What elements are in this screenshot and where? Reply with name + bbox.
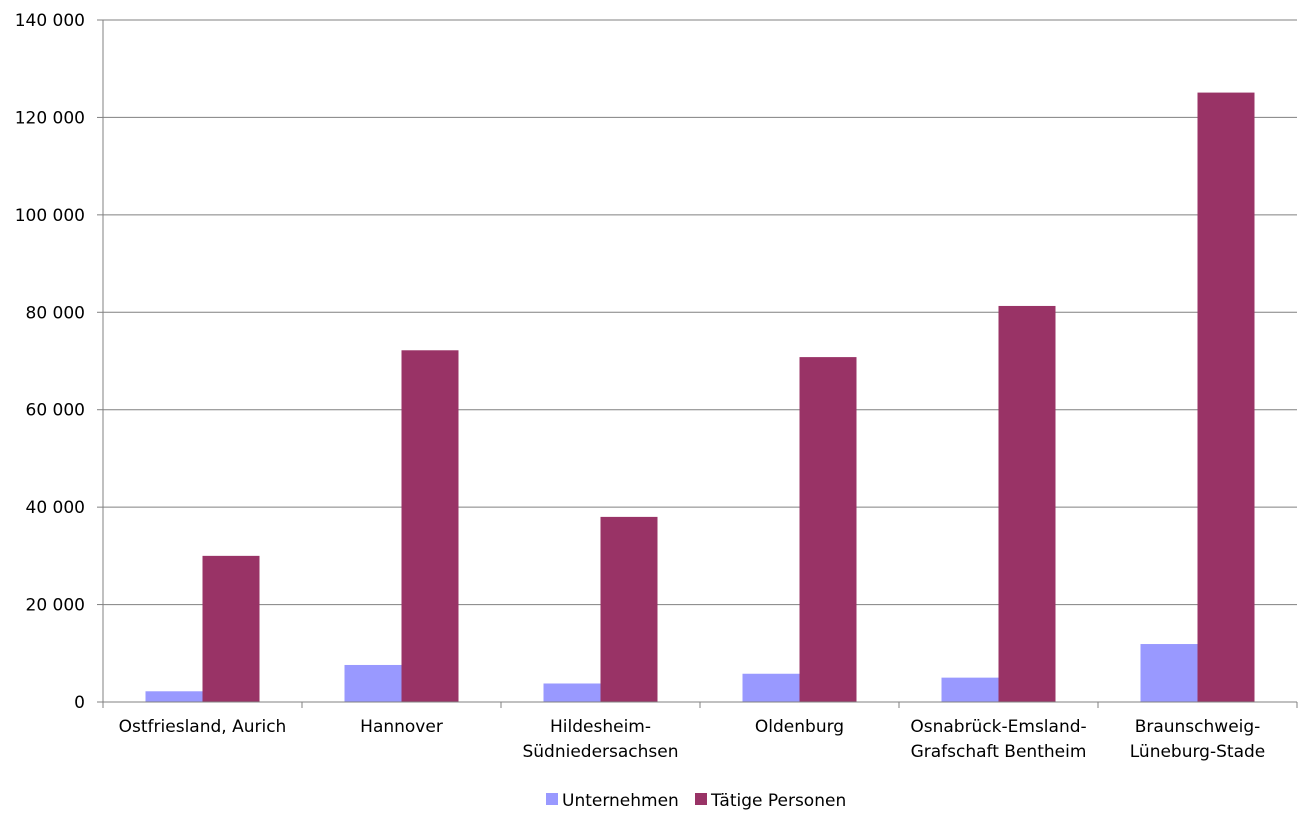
x-category-label-line: Oldenburg — [755, 717, 844, 737]
bar-unternehmen — [543, 683, 601, 702]
bar-taetige-personen — [202, 555, 260, 702]
y-tick-label: 60 000 — [26, 401, 85, 421]
bar-unternehmen — [344, 664, 402, 702]
legend: Unternehmen Tätige Personen — [546, 791, 846, 811]
y-tick-label: 40 000 — [26, 498, 85, 518]
x-category-label: Hildesheim- Südniedersachsen — [522, 717, 678, 762]
x-category-label: Osnabrück-Emsland- Grafschaft Bentheim — [910, 717, 1086, 762]
x-category-label: Braunschweig- Lüneburg-Stade — [1130, 717, 1266, 762]
gridlines — [103, 19, 1297, 606]
y-tick-label: 80 000 — [26, 303, 85, 323]
bar-unternehmen — [742, 673, 800, 702]
bar-unternehmen — [941, 677, 999, 702]
bar-unternehmen — [145, 691, 203, 702]
x-category-label-line: Braunschweig- — [1135, 717, 1261, 737]
bar-taetige-personen — [1197, 92, 1255, 702]
bar-taetige-personen — [401, 350, 459, 702]
legend-label: Unternehmen — [562, 791, 679, 811]
bar-taetige-personen — [799, 357, 857, 702]
legend-swatch — [546, 793, 558, 805]
x-axis-labels: Ostfriesland, Aurich Hannover Hildesheim- S… — [119, 717, 1266, 762]
y-tick-label: 140 000 — [15, 11, 85, 31]
legend-label: Tätige Personen — [710, 791, 846, 811]
bar-unternehmen — [1140, 644, 1198, 702]
x-category-label: Oldenburg — [755, 717, 844, 737]
y-tick-label: 120 000 — [15, 108, 85, 128]
x-category-label-line: Lüneburg-Stade — [1130, 742, 1266, 762]
bars — [145, 92, 1255, 702]
x-category-label-line: Grafschaft Bentheim — [911, 742, 1087, 762]
y-tick-label: 20 000 — [26, 596, 85, 616]
legend-swatch — [695, 793, 707, 805]
x-category-label-line: Ostfriesland, Aurich — [119, 717, 287, 737]
y-axis-ticks: 0 20 000 40 000 60 000 80 000 100 000 120 000 1… — [15, 11, 103, 713]
bar-taetige-personen — [998, 305, 1056, 702]
x-category-label-line: Hildesheim- — [550, 717, 651, 737]
axes — [97, 20, 1298, 708]
bar-taetige-personen — [600, 516, 658, 702]
x-category-label-line: Osnabrück-Emsland- — [910, 717, 1086, 737]
y-tick-label: 0 — [74, 693, 85, 713]
y-tick-label: 100 000 — [15, 206, 85, 226]
x-category-label-line: Südniedersachsen — [522, 742, 678, 762]
x-category-label: Ostfriesland, Aurich — [119, 717, 287, 737]
x-category-label: Hannover — [360, 717, 443, 737]
x-category-label-line: Hannover — [360, 717, 443, 737]
